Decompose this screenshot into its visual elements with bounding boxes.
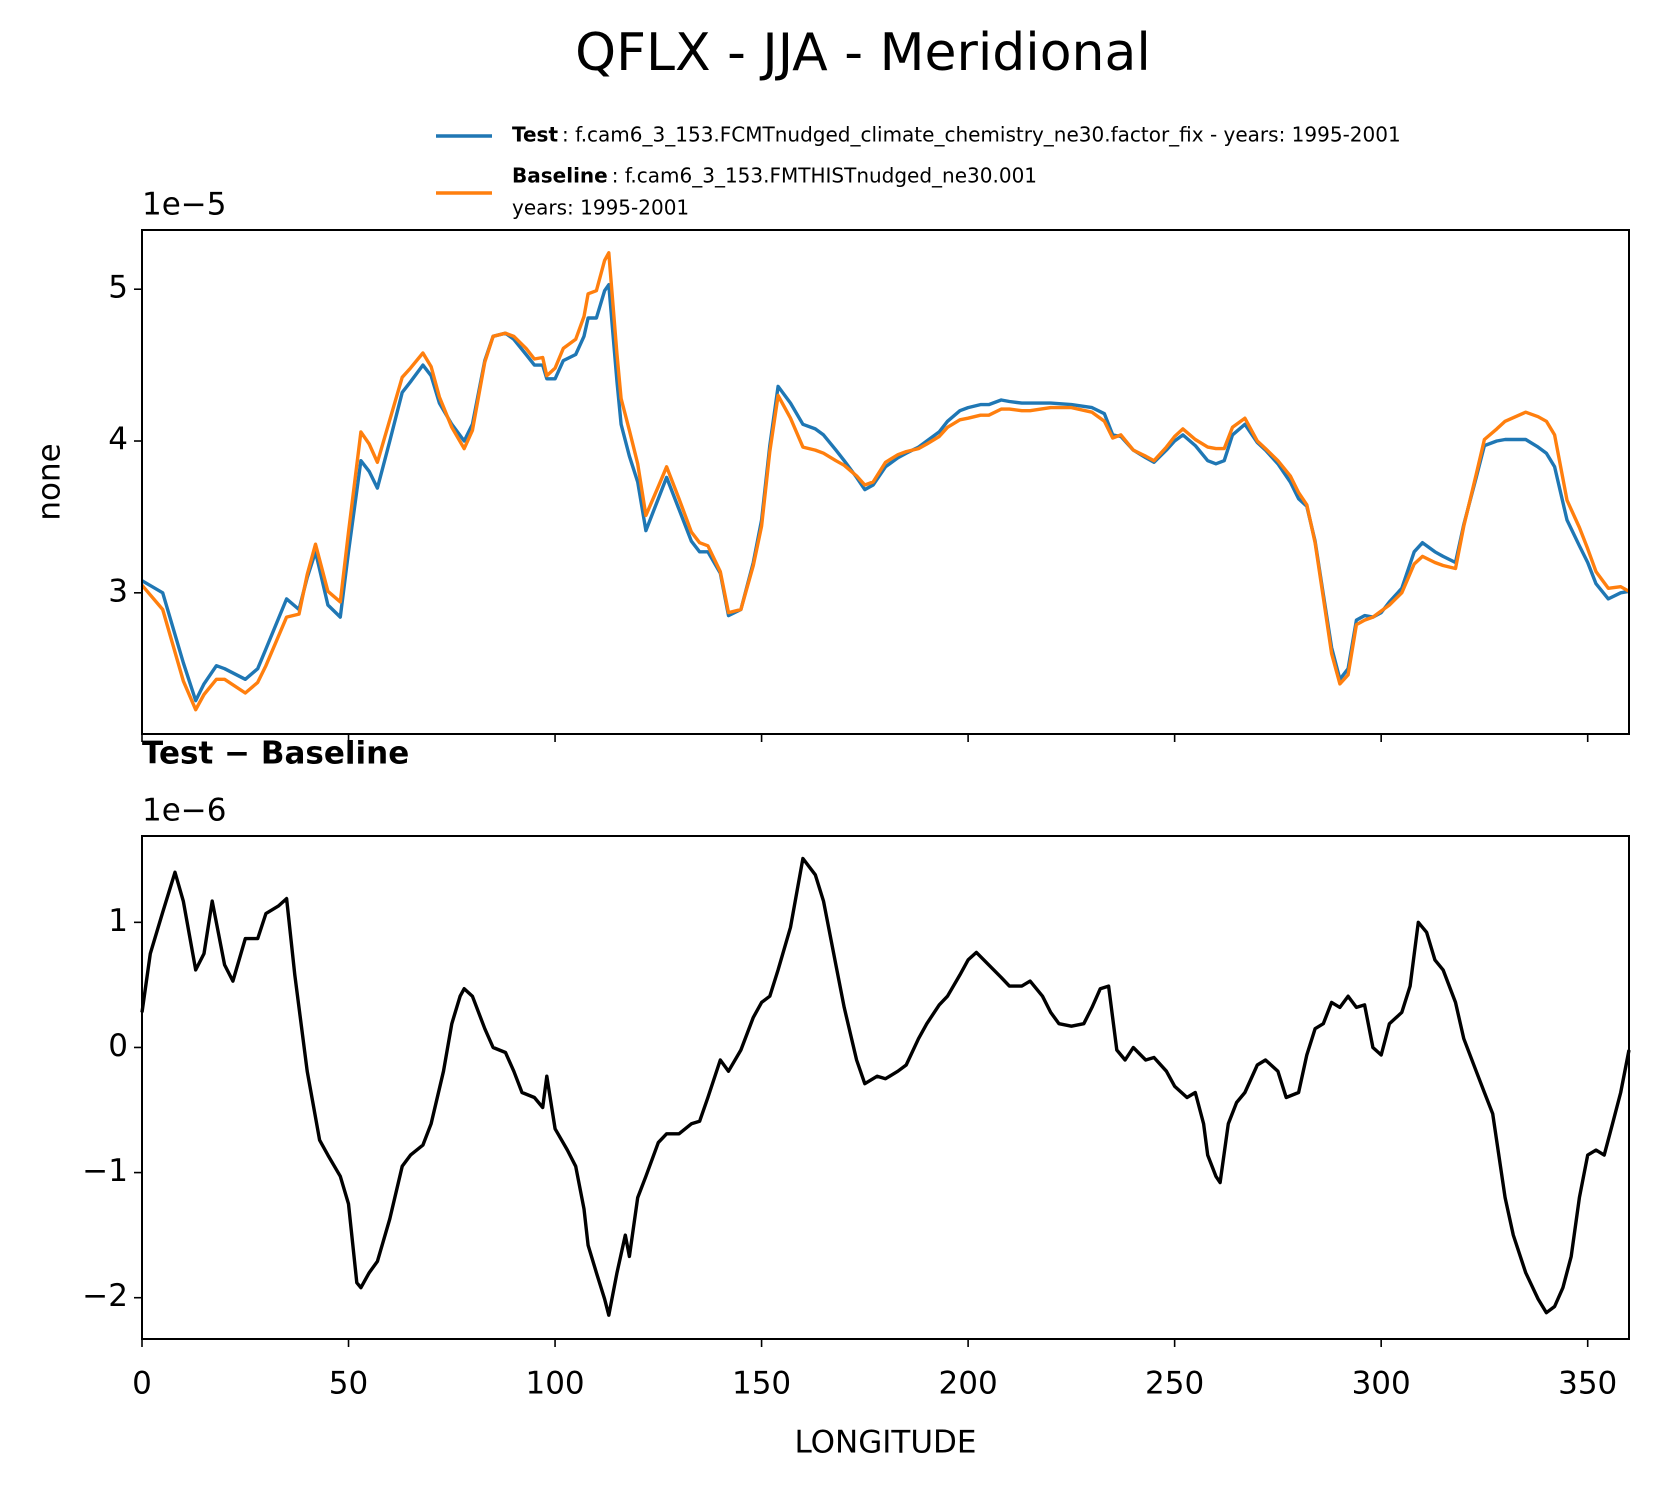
offset-label: 1e−6 (142, 793, 227, 829)
subplot-title: Test − Baseline (142, 736, 409, 772)
legend-label: : f.cam6_3_153.FMTHISTnudged_ne30.001 (612, 164, 1037, 188)
x-tick-label: 100 (525, 1366, 584, 1402)
y-tick-label: −1 (82, 1153, 128, 1189)
legend-name: Baseline (512, 164, 608, 188)
x-tick-label: 300 (1352, 1366, 1411, 1402)
y-tick-label: 1 (108, 903, 128, 939)
y-tick-label: 3 (108, 573, 128, 609)
axes-frame (141, 835, 1630, 1340)
y-tick-label: −2 (82, 1278, 128, 1314)
legend-label: years: 1995-2001 (512, 196, 689, 220)
y-tick-label: 0 (108, 1028, 128, 1064)
offset-label: 1e−5 (142, 187, 227, 223)
y-tick-label: 4 (108, 422, 128, 458)
x-tick-label: 0 (132, 1366, 152, 1402)
y-axis-label: none (32, 443, 68, 520)
data-line (140, 251, 1630, 712)
axes-frame (141, 229, 1630, 735)
x-tick-label: 50 (329, 1366, 368, 1402)
legend-name: Test (512, 123, 558, 147)
y-tick-label: 5 (108, 270, 128, 306)
x-axis-label: LONGITUDE (794, 1425, 976, 1461)
figure-title: QFLX - JJA - Meridional (575, 23, 1151, 83)
x-tick-label: 200 (939, 1366, 998, 1402)
x-tick-label: 150 (732, 1366, 791, 1402)
x-tick-label: 350 (1558, 1366, 1617, 1402)
legend-label: : f.cam6_3_153.FCMTnudged_climate_chemis… (562, 123, 1401, 147)
data-line (140, 856, 1631, 1317)
x-tick-label: 250 (1145, 1366, 1204, 1402)
